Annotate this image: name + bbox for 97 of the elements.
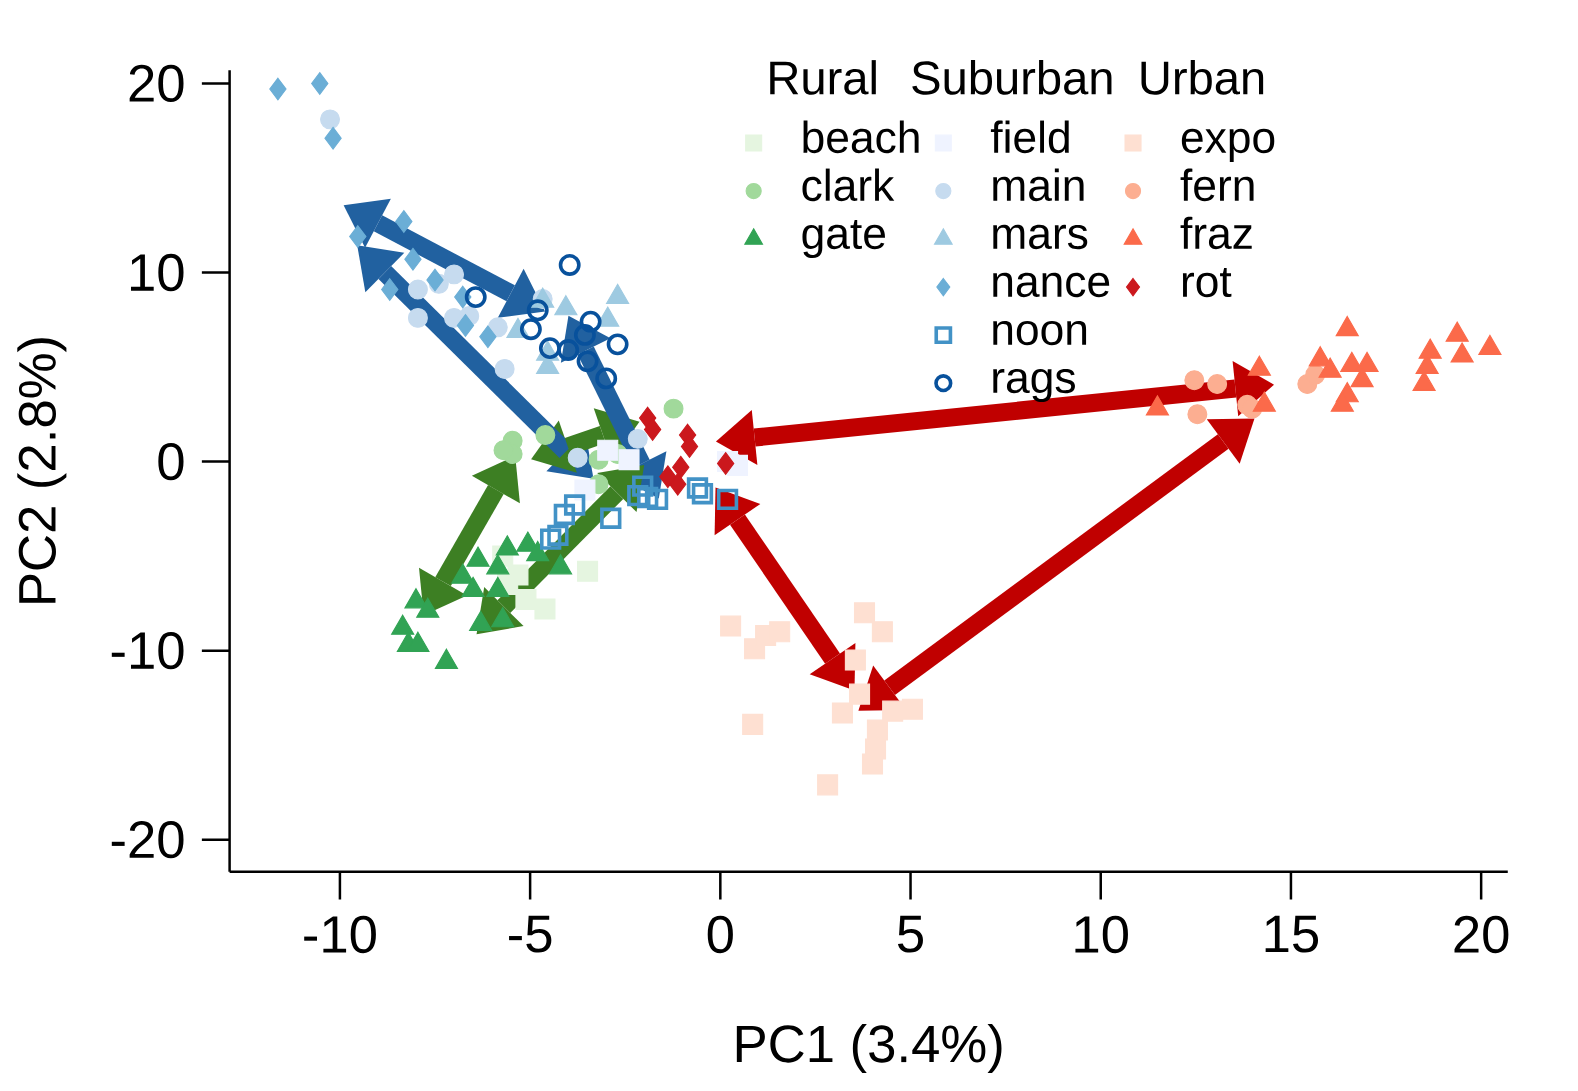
point <box>669 472 687 496</box>
point <box>659 465 677 488</box>
legend-label: gate <box>802 219 885 258</box>
point <box>534 598 556 620</box>
point <box>720 615 742 637</box>
point <box>553 503 576 526</box>
point <box>716 452 735 475</box>
point <box>716 488 739 510</box>
point <box>627 428 648 449</box>
y-tick-label: 20 <box>129 64 184 103</box>
point <box>456 313 475 337</box>
point <box>515 588 537 611</box>
x-axis-title: PC1 (3.4%) <box>736 1023 1002 1073</box>
point <box>349 225 367 248</box>
point <box>576 350 599 373</box>
point <box>395 210 413 233</box>
point <box>426 268 444 292</box>
legend-label: mars <box>993 224 1088 250</box>
point <box>567 447 588 468</box>
point <box>686 477 709 499</box>
point <box>526 299 549 322</box>
point <box>627 484 649 507</box>
y-axis-title: PC2 (2.8%) <box>17 338 67 603</box>
point <box>853 602 876 624</box>
point <box>831 702 853 724</box>
point <box>311 71 329 95</box>
point <box>573 323 596 346</box>
legend-label: noon <box>993 320 1087 346</box>
point <box>535 425 556 446</box>
point <box>606 333 629 356</box>
legend-label: rags <box>993 368 1075 402</box>
point <box>769 621 791 643</box>
point <box>595 367 618 390</box>
point <box>320 109 341 130</box>
point <box>519 318 542 341</box>
point <box>600 507 622 529</box>
point <box>558 253 581 276</box>
point <box>871 621 893 643</box>
point <box>1187 404 1208 425</box>
point <box>404 247 422 271</box>
point <box>557 338 580 361</box>
legend-label: field <box>990 120 1069 154</box>
legend-label: main <box>993 168 1084 202</box>
annotation: Rural <box>770 60 876 95</box>
point <box>901 698 923 720</box>
legend-label: fraz <box>1180 216 1252 250</box>
point <box>444 264 465 285</box>
y-tick-label: -20 <box>111 820 184 859</box>
point <box>618 449 640 471</box>
y-tick-label: 0 <box>158 442 184 481</box>
x-tick-label: 5 <box>897 915 923 953</box>
point <box>324 126 342 150</box>
x-tick-label: 0 <box>707 915 733 954</box>
point <box>381 278 399 301</box>
point <box>632 475 654 497</box>
point <box>646 488 669 510</box>
point <box>547 524 569 546</box>
point <box>407 307 428 328</box>
legend-label: nance <box>993 272 1110 298</box>
annotation: Urban <box>1141 60 1264 95</box>
point <box>643 417 662 441</box>
point <box>1184 370 1205 391</box>
point <box>672 455 690 479</box>
point <box>663 398 684 419</box>
point <box>407 279 428 300</box>
point <box>844 649 866 671</box>
y-tick-label: 10 <box>130 253 184 292</box>
point <box>866 719 888 741</box>
x-tick-label: -10 <box>304 915 376 954</box>
point <box>882 700 904 722</box>
point <box>861 753 884 775</box>
annotation: Suburban <box>912 60 1112 95</box>
point <box>849 683 871 705</box>
point <box>597 439 619 461</box>
point <box>494 358 515 379</box>
x-tick-label: 20 <box>1454 915 1509 954</box>
point <box>817 774 839 796</box>
x-tick-label: 15 <box>1265 915 1319 953</box>
point <box>464 286 487 308</box>
point <box>636 486 659 509</box>
y-tick-label: -10 <box>111 631 184 670</box>
point <box>1207 373 1228 394</box>
point <box>563 494 586 516</box>
legend-label: clark <box>802 168 895 202</box>
legend-label: expo <box>1181 128 1275 162</box>
x-tick-label: -5 <box>509 915 552 953</box>
point <box>691 482 714 505</box>
point <box>539 528 562 550</box>
legend-label: fern <box>1180 168 1254 202</box>
legend-label: beach <box>803 120 919 154</box>
point <box>742 713 764 735</box>
x-tick-label: 10 <box>1075 915 1128 954</box>
legend-label: rot <box>1182 268 1232 298</box>
point <box>577 560 599 582</box>
point <box>579 310 602 333</box>
point <box>269 77 287 101</box>
point <box>479 325 497 349</box>
